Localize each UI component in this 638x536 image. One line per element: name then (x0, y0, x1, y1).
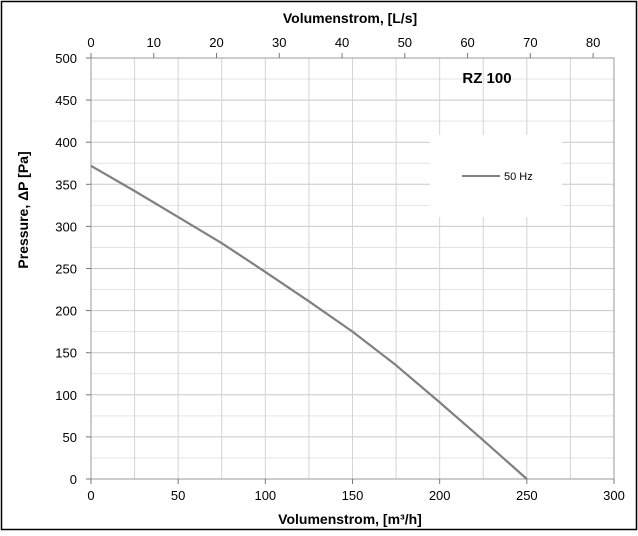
x2-tick-label: 10 (147, 35, 161, 50)
x-tick-label: 100 (254, 488, 276, 503)
y-tick-label: 350 (55, 177, 77, 192)
legend: 50 Hz (430, 135, 562, 217)
x2-tick-label: 60 (460, 35, 474, 50)
chart-title: RZ 100 (462, 70, 511, 87)
x-tick-label: 200 (429, 488, 451, 503)
legend-label: 50 Hz (504, 171, 533, 183)
y-tick-label: 450 (55, 93, 77, 108)
y-tick-label: 400 (55, 135, 77, 150)
x2-tick-label: 70 (523, 35, 537, 50)
x2-axis-title: Volumenstrom, [L/s] (283, 10, 417, 26)
x-tick-label: 250 (516, 488, 538, 503)
x2-tick-label: 80 (586, 35, 600, 50)
x2-tick-label: 20 (209, 35, 223, 50)
gridlines (90, 57, 615, 480)
series-line-50hz (90, 164, 528, 480)
y-tick-label: 300 (55, 219, 77, 234)
y-tick-label: 100 (55, 388, 77, 403)
tick-labels: 0 50 100 150 200 250 300 0 10 20 30 40 50 60 70 80 0 50 10… (55, 35, 625, 503)
x-tick-label: 150 (342, 488, 364, 503)
x-axis-title: Volumenstrom, [m³/h] (278, 511, 422, 527)
x-tick-label: 0 (87, 488, 94, 503)
series-group (90, 164, 528, 480)
y-tick-label: 150 (55, 346, 77, 361)
tick-marks (86, 53, 615, 484)
y-tick-label: 500 (55, 51, 77, 66)
y-axis-title: Pressure, ΔP [Pa] (15, 151, 31, 268)
x-tick-label: 50 (171, 488, 185, 503)
x-tick-label: 300 (603, 488, 625, 503)
x2-tick-label: 30 (272, 35, 286, 50)
y-tick-label: 200 (55, 304, 77, 319)
y-tick-label: 250 (55, 262, 77, 277)
y-tick-label: 0 (70, 472, 77, 487)
x2-tick-label: 40 (335, 35, 349, 50)
y-tick-label: 50 (63, 430, 77, 445)
x2-tick-label: 0 (87, 35, 94, 50)
x2-tick-label: 50 (398, 35, 412, 50)
